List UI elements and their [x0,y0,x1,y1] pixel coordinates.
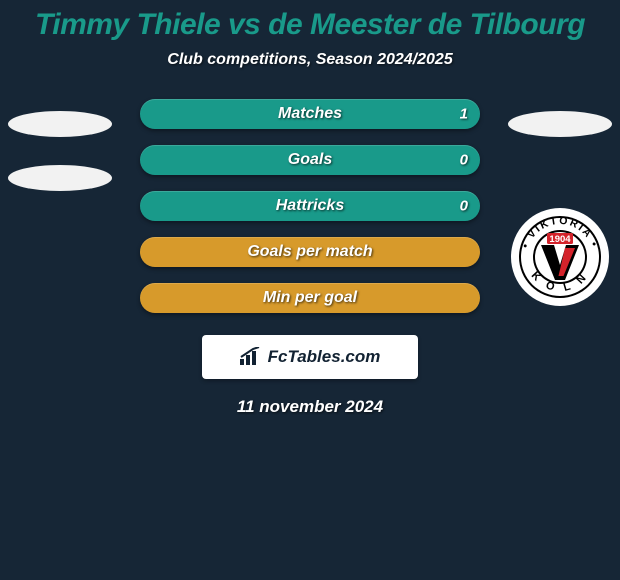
stat-bar: Goals 0 [140,145,480,175]
stat-bar-label: Min per goal [263,289,357,307]
subtitle: Club competitions, Season 2024/2025 [0,51,620,69]
left-player-column [5,99,115,191]
stat-bar-label: Hattricks [276,197,344,215]
stat-bar-value-right: 0 [460,198,468,215]
player-photo-placeholder [508,111,612,137]
shield-icon: • VIKTORIA • K Ö L N 1904 [510,207,610,307]
date-text: 11 november 2024 [0,397,620,417]
club-badge-viktoria-koeln: • VIKTORIA • K Ö L N 1904 [510,207,610,307]
stat-bar-value-right: 0 [460,152,468,169]
stat-bar-value-right: 1 [460,106,468,123]
footer-brand-text: FcTables.com [268,347,381,367]
stat-bar-label: Goals [288,151,332,169]
stat-bar: Goals per match [140,237,480,267]
player-photo-placeholder [8,111,112,137]
stat-bar: Matches 1 [140,99,480,129]
bar-chart-icon [240,347,262,367]
stat-bar-label: Goals per match [247,243,372,261]
stat-bar-label: Matches [278,105,342,123]
right-player-column: • VIKTORIA • K Ö L N 1904 [505,99,615,307]
stat-bars: Matches 1 Goals 0 Hattricks 0 Goals per match M… [140,99,480,313]
stat-bar: Hattricks 0 [140,191,480,221]
stat-bar: Min per goal [140,283,480,313]
club-logo-placeholder [8,165,112,191]
page-title: Timmy Thiele vs de Meester de Tilbourg [0,0,620,41]
stats-area: • VIKTORIA • K Ö L N 1904 Matches 1 Goals 0… [0,99,620,313]
svg-text:1904: 1904 [549,234,571,245]
footer-brand-badge: FcTables.com [202,335,418,379]
